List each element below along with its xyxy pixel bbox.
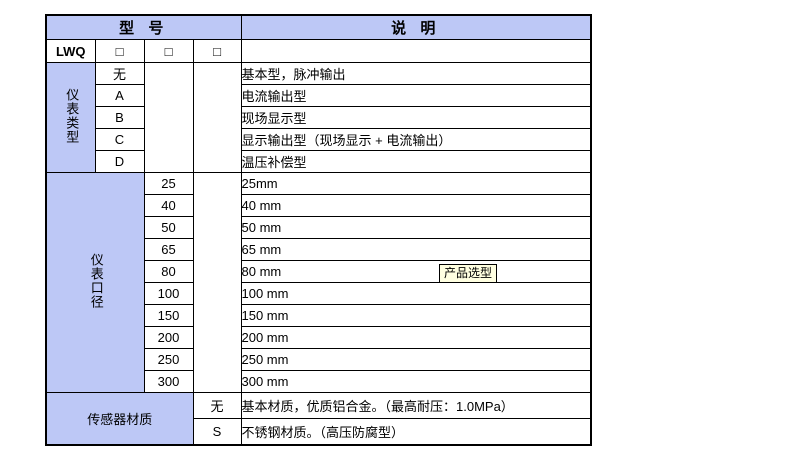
section-label-sensor-material: 传感器材质 (45, 392, 194, 446)
material-desc-cell: 基本材质，优质铝合金。（最高耐压：1.0MPa） (240, 392, 592, 419)
diameter-row: 300 300 mm (46, 370, 592, 393)
type-desc-cell: 电流输出型 (240, 84, 592, 107)
diameter-code-cell: 150 (143, 304, 194, 327)
section-label-instrument-diameter: 仪表口径 (45, 172, 145, 393)
diameter-code-cell: 50 (143, 216, 194, 239)
type-desc-cell: 温压补偿型 (240, 150, 592, 173)
empty-cell (192, 62, 242, 173)
type-row: C 显示输出型（现场显示 + 电流输出） (46, 128, 592, 151)
diameter-desc-cell: 100 mm (240, 282, 592, 305)
product-selection-tooltip: 产品选型 (439, 264, 498, 283)
diameter-desc-cell: 50 mm (240, 216, 592, 239)
header-row: 型 号 说 明 (45, 14, 592, 40)
empty-cell (192, 172, 242, 393)
material-row: S 不锈钢材质。（高压防腐型） (46, 418, 592, 446)
diameter-code-cell: 40 (143, 194, 194, 217)
type-code-cell: 无 (94, 62, 145, 85)
empty-cell (143, 62, 194, 173)
diameter-desc-cell: 250 mm (240, 348, 592, 371)
model-code-placeholder-3: □ (192, 39, 242, 63)
model-code-placeholder-1: □ (94, 39, 145, 63)
diameter-desc-cell: 65 mm (240, 238, 592, 261)
diameter-code-cell: 100 (143, 282, 194, 305)
diameter-row: 200 200 mm (46, 326, 592, 349)
material-code-cell: S (192, 418, 242, 446)
section-label-instrument-type: 仪表类型 (45, 62, 96, 173)
diameter-code-cell: 65 (143, 238, 194, 261)
type-code-cell: C (94, 128, 145, 151)
diameter-row: 100 100 mm (46, 282, 592, 305)
material-row: 传感器材质 无 基本材质，优质铝合金。（最高耐压：1.0MPa） (45, 392, 592, 446)
description-column-header: 说 明 (240, 14, 592, 40)
type-desc-cell: 现场显示型 (240, 106, 592, 129)
type-row: B 现场显示型 (46, 106, 592, 129)
diameter-row: 50 50 mm (46, 216, 592, 239)
material-code-cell: 无 (192, 392, 242, 419)
model-column-header: 型 号 (45, 14, 242, 40)
type-row: 仪表类型 无 基本型，脉冲输出 (45, 62, 592, 173)
type-row: A 电流输出型 (46, 84, 592, 107)
diameter-desc-cell: 200 mm (240, 326, 592, 349)
diameter-row: 仪表口径 25 25mm (45, 172, 592, 393)
diameter-code-cell: 300 (143, 370, 194, 393)
type-code-cell: B (94, 106, 145, 129)
diameter-code-cell: 250 (143, 348, 194, 371)
model-code-placeholder-2: □ (143, 39, 194, 63)
model-code-row: LWQ □ □ □ (45, 39, 592, 63)
diameter-code-cell: 25 (143, 172, 194, 195)
type-code-cell: A (94, 84, 145, 107)
diameter-code-cell: 80 (143, 260, 194, 283)
diameter-code-cell: 200 (143, 326, 194, 349)
diameter-desc-cell: 25mm (240, 172, 592, 195)
type-desc-cell: 基本型，脉冲输出 (240, 62, 592, 85)
diameter-desc-cell: 40 mm (240, 194, 592, 217)
diameter-desc-cell: 300 mm (240, 370, 592, 393)
type-row: D 温压补偿型 (46, 150, 592, 173)
model-prefix: LWQ (45, 39, 96, 63)
type-desc-cell: 显示输出型（现场显示 + 电流输出） (240, 128, 592, 151)
section-label-text: 仪表口径 (88, 253, 104, 309)
type-code-cell: D (94, 150, 145, 173)
model-selection-table: 型 号 说 明 LWQ □ □ □ 仪表类型 无 基本型，脉冲输出 A 电流输出… (45, 14, 592, 446)
section-label-text: 仪表类型 (64, 88, 80, 144)
material-desc-cell: 不锈钢材质。（高压防腐型） (240, 418, 592, 446)
model-row-empty-cell (240, 39, 592, 63)
diameter-row: 250 250 mm (46, 348, 592, 371)
diameter-desc-cell: 150 mm (240, 304, 592, 327)
diameter-desc-cell: 80 mm (240, 260, 592, 283)
